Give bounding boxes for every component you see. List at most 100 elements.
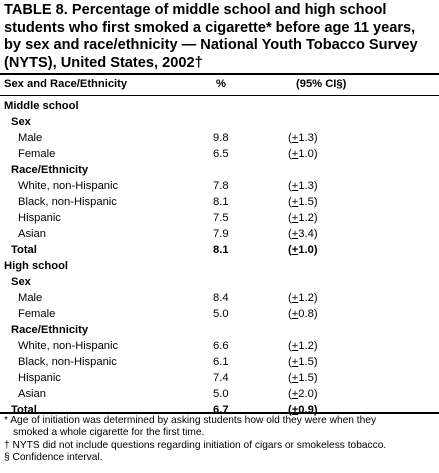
section-heading-row: High school: [0, 258, 439, 274]
ci-value: 1.5): [298, 356, 318, 368]
percent-cell: 5.0: [213, 308, 229, 320]
percent-cell: 6.6: [213, 340, 229, 352]
table-row: White, non-Hispanic 6.6 (+1.2): [0, 338, 439, 354]
ci-cell: (+1.0): [288, 242, 318, 258]
row-label: Hispanic: [18, 372, 61, 384]
percent-cell: 6.5: [213, 148, 229, 160]
row-label: Black, non-Hispanic: [18, 196, 117, 208]
ci-cell: (+1.2): [288, 210, 318, 226]
percent-cell: 7.8: [213, 180, 229, 192]
percent-cell: 8.4: [213, 292, 229, 304]
row-label: Female: [18, 148, 56, 160]
ci-open-paren: (: [288, 404, 292, 416]
row-label: Asian: [18, 228, 46, 240]
ci-cell: (+1.0): [288, 146, 318, 162]
row-label: Asian: [18, 388, 46, 400]
ci-plusminus: +: [291, 228, 299, 240]
table-row: Male 9.8 (+1.3): [0, 130, 439, 146]
row-label: High school: [4, 260, 69, 272]
percent-cell: 6.1: [213, 356, 229, 368]
ci-value: 1.2): [298, 340, 318, 352]
ci-plusminus: +: [291, 196, 299, 208]
subgroup-heading-row: Sex: [0, 114, 439, 130]
table-row: Hispanic 7.5 (+1.2): [0, 210, 439, 226]
percent-cell: 9.8: [213, 132, 229, 144]
ci-open-paren: (: [288, 356, 292, 368]
ci-value: 1.3): [298, 180, 318, 192]
row-label: Hispanic: [18, 212, 61, 224]
section-heading-row: Middle school: [0, 98, 439, 114]
row-label: Race/Ethnicity: [11, 324, 89, 336]
ci-open-paren: (: [288, 196, 292, 208]
ci-open-paren: (: [288, 228, 292, 240]
table-title: TABLE 8. Percentage of middle school and…: [4, 2, 418, 71]
table-row: Asian 5.0 (+2.0): [0, 386, 439, 402]
ci-plusminus: +: [291, 372, 299, 384]
table-row: Male 8.4 (+1.2): [0, 290, 439, 306]
percent-cell: 7.4: [213, 372, 229, 384]
percent-cell: 7.9: [213, 228, 229, 240]
row-label: Middle school: [4, 100, 79, 112]
ci-value: 1.5): [298, 196, 318, 208]
ci-open-paren: (: [288, 244, 292, 256]
ci-cell: (+1.3): [288, 130, 318, 146]
ci-value: 1.0): [298, 148, 318, 160]
footnote: smoked a whole cigarette for the first t…: [13, 427, 205, 439]
ci-open-paren: (: [288, 388, 292, 400]
subgroup-heading-row: Race/Ethnicity: [0, 162, 439, 178]
table-row: Hispanic 7.4 (+1.5): [0, 370, 439, 386]
ci-cell: (+0.8): [288, 306, 318, 322]
ci-plusminus: +: [291, 212, 299, 224]
header-top-rule: [0, 73, 439, 75]
row-label: Sex: [11, 116, 31, 128]
ci-plusminus: +: [291, 132, 299, 144]
ci-open-paren: (: [288, 212, 292, 224]
column-header-ci: (95% CI§): [296, 78, 347, 90]
row-label: Total: [11, 244, 37, 256]
ci-value: 1.2): [298, 292, 318, 304]
ci-plusminus: +: [291, 340, 299, 352]
table-row: Black, non-Hispanic 6.1 (+1.5): [0, 354, 439, 370]
ci-plusminus: +: [291, 244, 299, 256]
ci-cell: (+1.2): [288, 290, 318, 306]
table-row: Asian 7.9 (+3.4): [0, 226, 439, 242]
footnote: † NYTS did not include questions regardi…: [4, 439, 387, 451]
ci-cell: (+3.4): [288, 226, 318, 242]
total-row: Total 8.1 (+1.0): [0, 242, 439, 258]
percent-cell: 8.1: [213, 196, 229, 208]
header-bottom-rule: [0, 95, 439, 96]
ci-plusminus: +: [291, 148, 299, 160]
ci-cell: (+1.5): [288, 194, 318, 210]
ci-cell: (+2.0): [288, 386, 318, 402]
column-header-group: Sex and Race/Ethnicity: [4, 78, 128, 90]
ci-cell: (+1.2): [288, 338, 318, 354]
subgroup-heading-row: Sex: [0, 274, 439, 290]
row-label: White, non-Hispanic: [18, 180, 119, 192]
ci-plusminus: +: [291, 388, 299, 400]
ci-value: 0.8): [298, 308, 318, 320]
ci-value: 1.3): [298, 132, 318, 144]
row-label: Sex: [11, 276, 31, 288]
footnote: * Age of initiation was determined by as…: [4, 415, 377, 426]
ci-plusminus: +: [291, 404, 299, 416]
footnote-rule: [0, 412, 439, 414]
column-header-percent: %: [216, 78, 226, 90]
row-label: White, non-Hispanic: [18, 340, 119, 352]
ci-plusminus: +: [291, 180, 299, 192]
subgroup-heading-row: Race/Ethnicity: [0, 322, 439, 338]
ci-value: 1.2): [298, 212, 318, 224]
footnote: § Confidence interval.: [4, 452, 103, 464]
ci-value: 2.0): [298, 388, 318, 400]
percent-cell: 5.0: [213, 388, 229, 400]
ci-cell: (+1.5): [288, 354, 318, 370]
ci-plusminus: +: [291, 292, 299, 304]
ci-open-paren: (: [288, 372, 292, 384]
ci-open-paren: (: [288, 292, 292, 304]
table-row: Female 5.0 (+0.8): [0, 306, 439, 322]
ci-plusminus: +: [291, 308, 299, 320]
table-row: Female 6.5 (+1.0): [0, 146, 439, 162]
percent-cell: 7.5: [213, 212, 229, 224]
row-label: Black, non-Hispanic: [18, 356, 117, 368]
ci-open-paren: (: [288, 180, 292, 192]
table-row: White, non-Hispanic 7.8 (+1.3): [0, 178, 439, 194]
